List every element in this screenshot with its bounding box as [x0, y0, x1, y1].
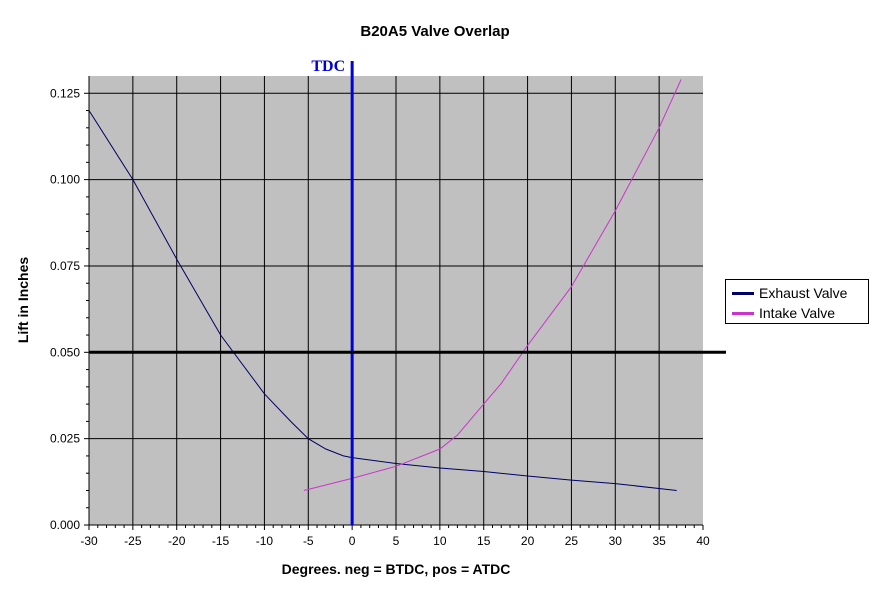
- x-tick-label: 30: [609, 534, 623, 548]
- x-tick-label: 35: [652, 534, 666, 548]
- intake-valve-line: [303, 79, 682, 491]
- y-tick-label: 0.125: [50, 86, 80, 100]
- y-tick-label: 0.075: [50, 259, 80, 273]
- y-tick-label: 0.100: [50, 173, 80, 187]
- legend-label-exhaust: Exhaust Valve: [759, 285, 848, 301]
- legend-swatch-intake: [732, 311, 754, 315]
- axes: -30 -25 -20 -15 -10 -5 0 5 10 15 20 25 30 35 40 0.000 0.…: [50, 76, 710, 548]
- y-tick-label: 0.000: [50, 518, 80, 532]
- x-tick-label: 25: [565, 534, 579, 548]
- x-tick-label: -15: [212, 534, 230, 548]
- x-tick-label: -20: [168, 534, 186, 548]
- x-tick-label: -25: [124, 534, 142, 548]
- legend-label-intake: Intake Valve: [759, 305, 836, 321]
- x-tick-label: -30: [80, 534, 98, 548]
- x-tick-label: 10: [433, 534, 447, 548]
- x-tick-label: 20: [521, 534, 535, 548]
- legend-item-intake: Intake Valve: [732, 304, 835, 322]
- x-tick-label: 5: [393, 534, 400, 548]
- x-tick-label: -5: [303, 534, 314, 548]
- y-tick-label: 0.050: [50, 345, 80, 359]
- x-tick-label: -10: [256, 534, 274, 548]
- x-tick-label: 0: [349, 534, 356, 548]
- legend-swatch-exhaust: [732, 291, 754, 295]
- legend: Exhaust Valve Intake Valve: [725, 279, 869, 324]
- legend-item-exhaust: Exhaust Valve: [732, 284, 847, 302]
- x-axis-label: Degrees. neg = BTDC, pos = ATDC: [282, 561, 511, 577]
- annotations: TDC: [89, 58, 726, 525]
- x-tick-label: 15: [477, 534, 491, 548]
- exhaust-valve-line: [88, 110, 677, 491]
- y-axis-label: Lift in Inches: [15, 257, 31, 344]
- tdc-label: TDC: [311, 58, 345, 75]
- chart-title: B20A5 Valve Overlap: [360, 23, 509, 40]
- series-group: [88, 79, 682, 491]
- y-tick-label: 0.025: [50, 432, 80, 446]
- x-tick-label: 40: [696, 534, 710, 548]
